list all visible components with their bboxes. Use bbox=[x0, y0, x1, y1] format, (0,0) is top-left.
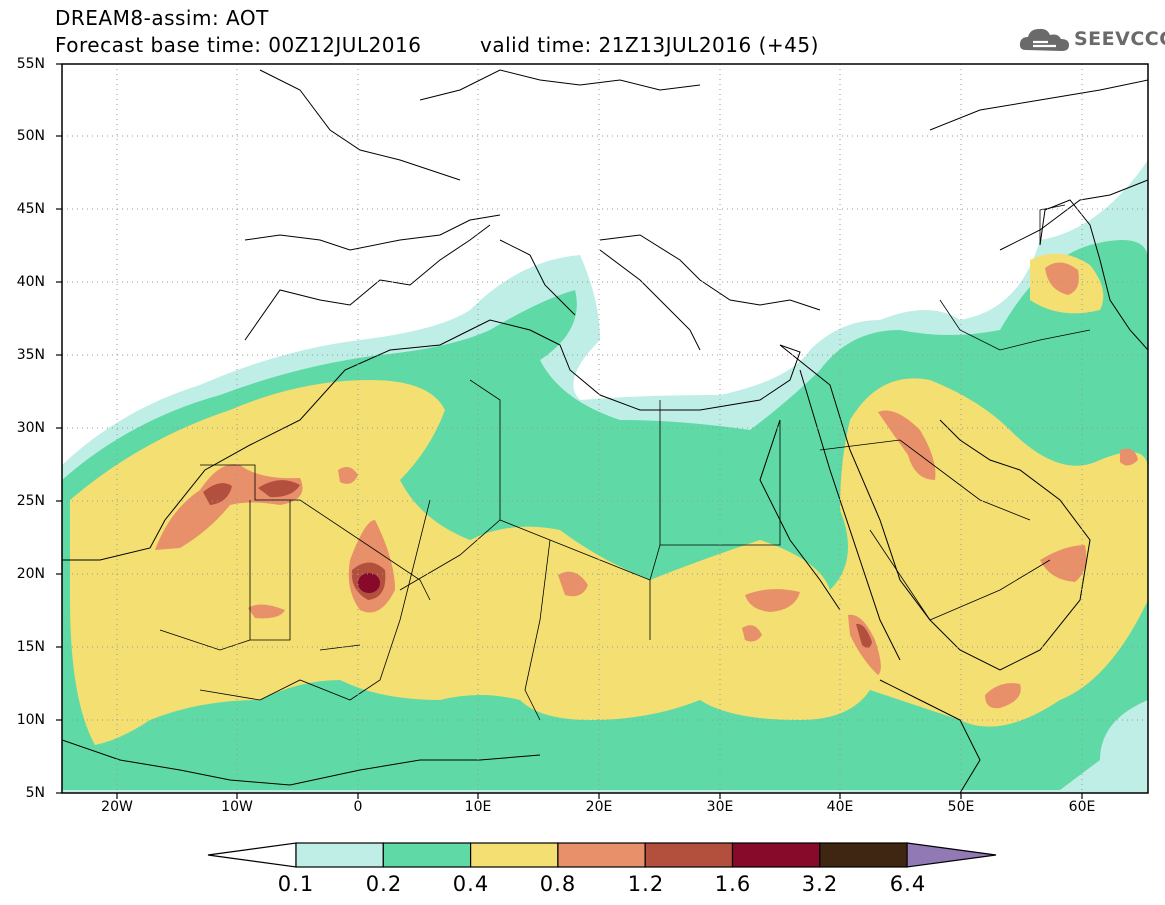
lat-label-20n: 20N bbox=[16, 566, 45, 582]
lon-label-10e: 10E bbox=[464, 799, 492, 815]
aot-region-orange-oman bbox=[1040, 545, 1087, 582]
aot-region-orange-d bbox=[745, 589, 800, 612]
lon-label-60e: 60E bbox=[1068, 799, 1096, 815]
lon-label-20e: 20E bbox=[585, 799, 613, 815]
coastlines bbox=[62, 69, 1148, 793]
aot-region-orange-a bbox=[248, 604, 285, 619]
lat-label-45n: 45N bbox=[16, 201, 45, 217]
colorbar-label-0.1: 0.1 bbox=[277, 872, 315, 896]
lat-label-40n: 40N bbox=[16, 274, 45, 290]
lat-label-50n: 50N bbox=[16, 128, 45, 144]
logo-text: SEEVCCC bbox=[1074, 28, 1165, 50]
aot-region-darkred-b bbox=[258, 480, 300, 498]
aot-region-darkred-d bbox=[856, 623, 872, 648]
lat-label-30n: 30N bbox=[16, 420, 45, 436]
lon-label-40e: 40E bbox=[826, 799, 854, 815]
valid-time: valid time: 21Z13JUL2016 (+45) bbox=[480, 33, 819, 57]
chart-title: DREAM8-assim: AOT bbox=[55, 6, 269, 30]
aot-region-orange-gulf bbox=[1120, 448, 1138, 466]
lat-label-10n: 10N bbox=[16, 712, 45, 728]
axis-ticks bbox=[56, 63, 1083, 799]
aot-field bbox=[62, 64, 1148, 793]
aot-region-orange-caspian bbox=[1045, 262, 1079, 295]
lon-label-20w: 20W bbox=[101, 799, 133, 815]
cloud-icon bbox=[1019, 28, 1069, 51]
forecast-base-time: Forecast base time: 00Z12JUL2016 bbox=[55, 33, 422, 57]
lon-label-50e: 50E bbox=[947, 799, 975, 815]
colorbar-label-0.4: 0.4 bbox=[452, 872, 490, 896]
colorbar-label-3.2: 3.2 bbox=[801, 872, 839, 896]
aot-region-orange-c bbox=[558, 571, 588, 597]
lat-label-5n: 5N bbox=[25, 785, 45, 801]
colorbar-label-1.2: 1.2 bbox=[627, 872, 665, 896]
lat-label-25n: 25N bbox=[16, 493, 45, 509]
lon-label-0: 0 bbox=[353, 799, 363, 815]
lon-label-30e: 30E bbox=[706, 799, 734, 815]
colorbar-label-0.2: 0.2 bbox=[365, 872, 403, 896]
colorbar-label-0.8: 0.8 bbox=[539, 872, 577, 896]
lat-label-55n: 55N bbox=[16, 56, 45, 72]
aot-region-orange-b bbox=[338, 466, 358, 484]
aot-region-darkred-a bbox=[203, 483, 232, 505]
aot-region-maroon bbox=[358, 573, 380, 593]
lat-label-35n: 35N bbox=[16, 347, 45, 363]
colorbar-label-6.4: 6.4 bbox=[889, 872, 927, 896]
colorbar-label-1.6: 1.6 bbox=[714, 872, 752, 896]
lat-label-15n: 15N bbox=[16, 639, 45, 655]
lon-label-10w: 10W bbox=[221, 799, 253, 815]
aot-region-orange-somalia bbox=[985, 683, 1021, 709]
seevccc-logo: SEEVCCC bbox=[1018, 22, 1165, 56]
aot-region-orange-e bbox=[742, 625, 762, 642]
gridlines bbox=[62, 64, 1148, 793]
